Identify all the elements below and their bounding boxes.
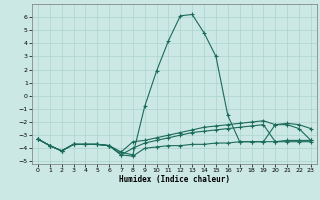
X-axis label: Humidex (Indice chaleur): Humidex (Indice chaleur): [119, 175, 230, 184]
